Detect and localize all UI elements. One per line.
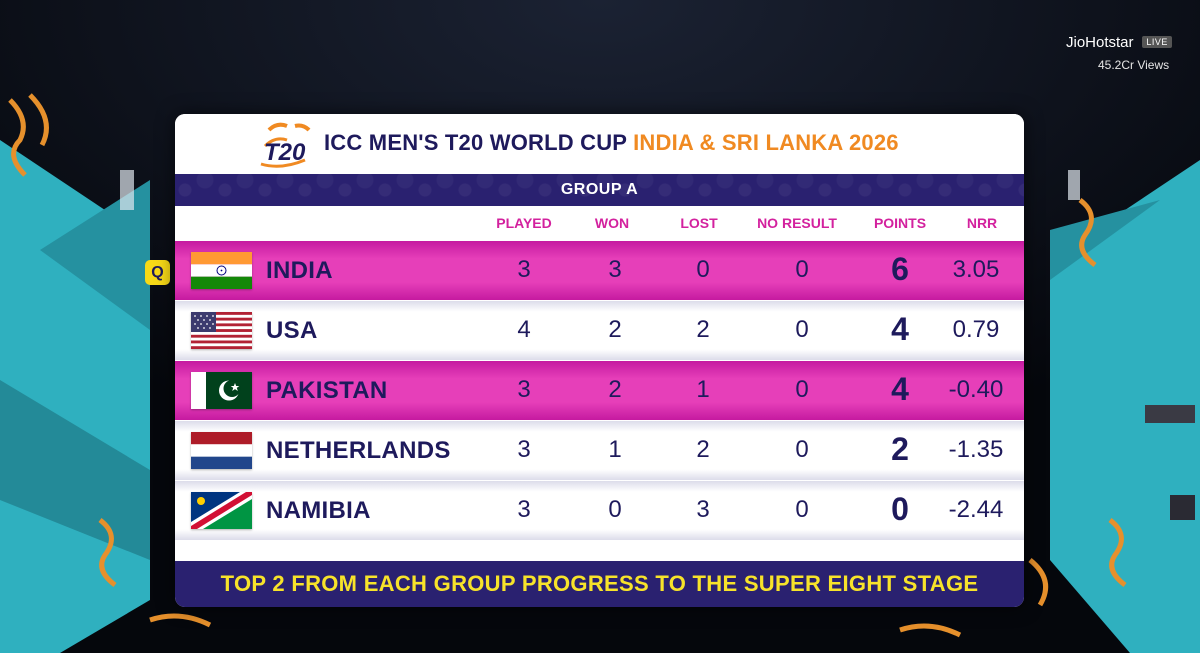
- no-result-value: 0: [795, 256, 809, 283]
- team-name: INDIA: [266, 257, 333, 284]
- played-value: 3: [517, 496, 531, 523]
- lost-value: 3: [696, 496, 710, 523]
- team-name: USA: [266, 317, 318, 344]
- broadcaster-badge: JioHotstar LIVE: [1066, 34, 1172, 51]
- col-lost: LOST: [680, 215, 718, 231]
- team-name: NAMIBIA: [266, 497, 371, 524]
- won-value: 2: [608, 316, 622, 343]
- t20-logo-icon: T20: [260, 122, 311, 168]
- pakistan-flag-icon: [191, 372, 252, 409]
- table-row: INDIA 3 3 0 0 6 3.05: [175, 241, 1024, 300]
- nrr-value: -1.35: [948, 436, 1004, 463]
- no-result-value: 0: [795, 436, 809, 463]
- col-played: PLAYED: [496, 215, 552, 231]
- qualification-note: TOP 2 FROM EACH GROUP PROGRESS TO THE SU…: [175, 561, 1024, 607]
- table-row: PAKISTAN 3 2 1 0 4 -0.40: [175, 361, 1024, 420]
- points-value: 4: [891, 311, 909, 347]
- won-value: 1: [608, 436, 622, 463]
- usa-flag-icon: [191, 312, 252, 349]
- standings-card: T20 ICC MEN'S T20 WORLD CUP INDIA & SRI …: [175, 114, 1024, 607]
- played-value: 3: [517, 436, 531, 463]
- won-value: 3: [608, 256, 622, 283]
- nrr-value: 0.79: [952, 316, 1000, 343]
- nrr-value: -2.44: [948, 496, 1004, 523]
- column-headers: PLAYED WON LOST NO RESULT POINTS NRR: [175, 206, 1024, 240]
- namibia-flag-icon: [191, 492, 252, 529]
- points-value: 0: [891, 491, 909, 527]
- view-count: 45.2Cr Views: [1098, 58, 1170, 72]
- card-header: T20 ICC MEN'S T20 WORLD CUP INDIA & SRI …: [175, 114, 1024, 174]
- played-value: 4: [517, 316, 531, 343]
- col-no-result: NO RESULT: [757, 215, 837, 231]
- played-value: 3: [517, 376, 531, 403]
- live-badge: LIVE: [1142, 36, 1172, 48]
- nrr-value: -0.40: [948, 376, 1004, 403]
- no-result-value: 0: [795, 376, 809, 403]
- lost-value: 1: [696, 376, 710, 403]
- col-nrr: NRR: [966, 215, 998, 231]
- no-result-value: 0: [795, 496, 809, 523]
- won-value: 0: [608, 496, 622, 523]
- lost-value: 0: [696, 256, 710, 283]
- broadcaster-name: JioHotstar: [1066, 34, 1134, 51]
- points-value: 6: [891, 251, 909, 287]
- team-name: PAKISTAN: [266, 377, 388, 404]
- table-row: USA 4 2 2 0 4 0.79: [175, 301, 1024, 360]
- won-value: 2: [608, 376, 622, 403]
- qualified-badge: Q: [145, 260, 170, 285]
- group-title: GROUP A: [175, 174, 1024, 206]
- table-row: NAMIBIA 3 0 3 0 0 -2.44: [175, 481, 1024, 540]
- points-value: 2: [891, 431, 909, 467]
- title-host: INDIA & SRI LANKA 2026: [633, 130, 899, 155]
- lost-value: 2: [696, 436, 710, 463]
- team-name: NETHERLANDS: [266, 437, 451, 464]
- nrr-value: 3.05: [952, 256, 1000, 283]
- lost-value: 2: [696, 316, 710, 343]
- col-points: POINTS: [873, 215, 927, 231]
- table-row: NETHERLANDS 3 1 2 0 2 -1.35: [175, 421, 1024, 480]
- title-main: ICC MEN'S T20 WORLD CUP: [324, 130, 627, 155]
- points-value: 4: [891, 371, 909, 407]
- played-value: 3: [517, 256, 531, 283]
- india-flag-icon: [191, 252, 252, 289]
- col-won: WON: [594, 215, 630, 231]
- no-result-value: 0: [795, 316, 809, 343]
- tournament-title: ICC MEN'S T20 WORLD CUP INDIA & SRI LANK…: [324, 130, 899, 156]
- netherlands-flag-icon: [191, 432, 252, 469]
